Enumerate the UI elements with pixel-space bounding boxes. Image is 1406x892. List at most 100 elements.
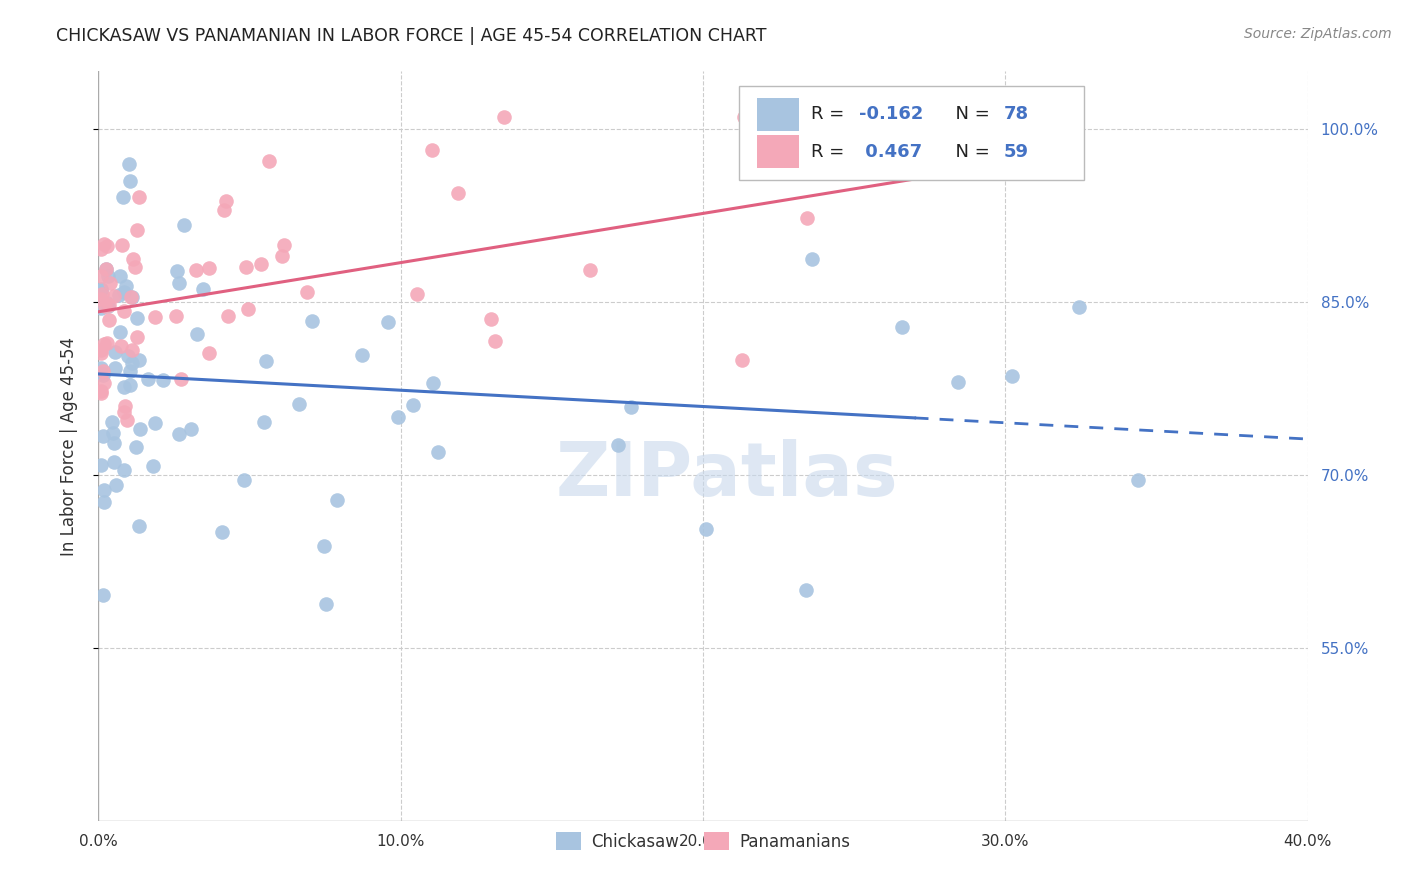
Panamanians	[484, 334, 506, 348]
Chickasaw	[288, 396, 311, 410]
Chickasaw	[125, 440, 148, 454]
Chickasaw	[97, 299, 120, 313]
Chickasaw	[91, 428, 114, 442]
Chickasaw	[167, 276, 190, 290]
Chickasaw	[186, 327, 208, 342]
Chickasaw	[128, 353, 150, 368]
Panamanians	[114, 405, 136, 419]
Chickasaw	[377, 315, 399, 329]
Chickasaw	[114, 278, 136, 293]
Chickasaw	[167, 427, 190, 442]
FancyBboxPatch shape	[740, 87, 1084, 180]
Chickasaw	[152, 373, 174, 387]
Chickasaw	[314, 539, 336, 553]
Panamanians	[96, 261, 118, 276]
Panamanians	[494, 111, 516, 125]
Panamanians	[90, 269, 112, 284]
Chickasaw	[90, 301, 112, 315]
Chickasaw	[101, 415, 124, 429]
Panamanians	[447, 186, 470, 200]
Panamanians	[731, 353, 754, 368]
Text: N =: N =	[943, 143, 995, 161]
Panamanians	[94, 299, 117, 313]
Text: CHICKASAW VS PANAMANIAN IN LABOR FORCE | AGE 45-54 CORRELATION CHART: CHICKASAW VS PANAMANIAN IN LABOR FORCE |…	[56, 27, 766, 45]
Text: N =: N =	[943, 105, 995, 123]
Panamanians	[420, 144, 443, 158]
Panamanians	[93, 237, 115, 252]
Chickasaw	[118, 378, 141, 392]
Chickasaw	[90, 282, 112, 296]
Panamanians	[165, 309, 187, 323]
Panamanians	[121, 343, 143, 358]
Panamanians	[124, 260, 146, 274]
Panamanians	[93, 376, 115, 391]
Panamanians	[406, 287, 429, 301]
Chickasaw	[1126, 473, 1149, 487]
Chickasaw	[211, 524, 233, 539]
Chickasaw	[118, 173, 141, 187]
FancyBboxPatch shape	[758, 135, 799, 168]
Panamanians	[733, 111, 755, 125]
Panamanians	[197, 260, 219, 275]
Chickasaw	[110, 268, 132, 283]
Panamanians	[96, 239, 118, 253]
Chickasaw	[110, 325, 132, 339]
Chickasaw	[180, 422, 202, 436]
Chickasaw	[90, 360, 112, 375]
Chickasaw	[90, 367, 112, 381]
Chickasaw	[107, 287, 129, 301]
Text: R =: R =	[811, 143, 849, 161]
Chickasaw	[402, 398, 425, 412]
Chickasaw	[166, 264, 188, 278]
Panamanians	[198, 346, 221, 360]
Chickasaw	[105, 478, 128, 492]
Panamanians	[90, 385, 112, 400]
Panamanians	[90, 293, 112, 307]
Panamanians	[97, 312, 120, 326]
Chickasaw	[620, 400, 643, 414]
Chickasaw	[128, 519, 150, 533]
Chickasaw	[891, 319, 914, 334]
Chickasaw	[946, 375, 969, 389]
Chickasaw	[143, 416, 166, 430]
Text: 0.467: 0.467	[859, 143, 922, 161]
Legend: Chickasaw, Panamanians: Chickasaw, Panamanians	[550, 825, 856, 857]
Panamanians	[110, 338, 132, 352]
Panamanians	[235, 260, 257, 275]
Chickasaw	[104, 361, 127, 376]
Panamanians	[579, 263, 602, 277]
Chickasaw	[112, 285, 135, 299]
Panamanians	[479, 311, 502, 326]
Chickasaw	[128, 422, 150, 436]
Panamanians	[212, 202, 235, 217]
Chickasaw	[90, 283, 112, 297]
Chickasaw	[136, 371, 159, 385]
Panamanians	[127, 223, 149, 237]
Chickasaw	[193, 282, 215, 296]
Chickasaw	[232, 473, 254, 487]
Chickasaw	[96, 296, 118, 310]
Panamanians	[215, 194, 238, 208]
Chickasaw	[173, 218, 195, 232]
Panamanians	[273, 237, 295, 252]
Chickasaw	[695, 521, 717, 535]
Panamanians	[90, 343, 112, 358]
Panamanians	[90, 286, 112, 301]
Panamanians	[236, 301, 259, 316]
Panamanians	[112, 303, 135, 318]
Y-axis label: In Labor Force | Age 45-54: In Labor Force | Age 45-54	[59, 336, 77, 556]
Chickasaw	[103, 455, 125, 469]
Panamanians	[217, 310, 239, 324]
Chickasaw	[800, 252, 823, 266]
Chickasaw	[142, 458, 165, 473]
Panamanians	[169, 372, 191, 386]
Text: R =: R =	[811, 105, 849, 123]
Text: -0.162: -0.162	[859, 105, 924, 123]
Panamanians	[295, 285, 318, 299]
Chickasaw	[93, 494, 115, 508]
Chickasaw	[326, 493, 349, 508]
Chickasaw	[127, 311, 149, 326]
Chickasaw	[427, 445, 450, 459]
Panamanians	[90, 384, 112, 399]
Panamanians	[98, 298, 121, 312]
